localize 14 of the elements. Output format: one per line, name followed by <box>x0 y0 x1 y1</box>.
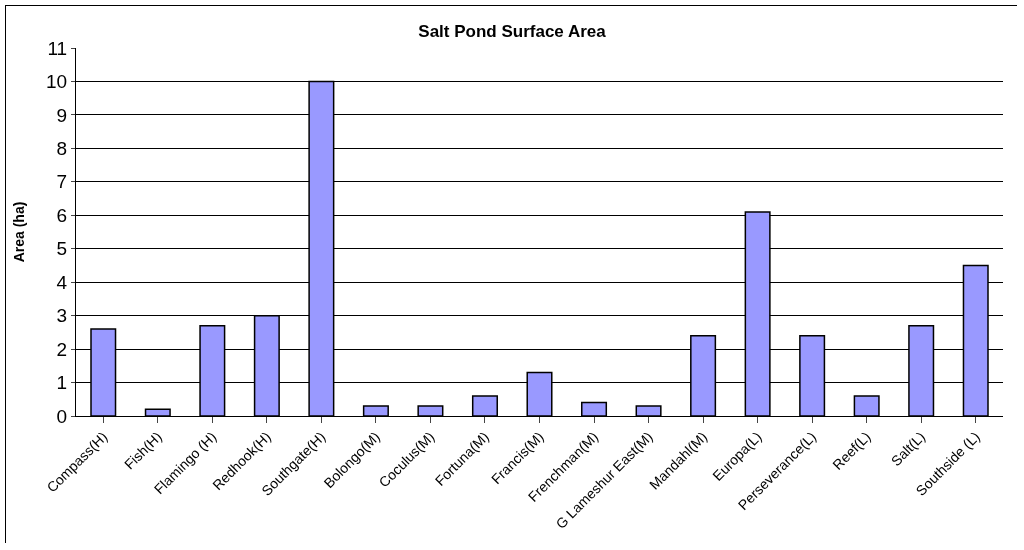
y-tick-label: 0 <box>56 405 68 427</box>
y-axis-title: Area (ha) <box>10 201 27 263</box>
y-tick-label: 4 <box>56 271 68 293</box>
y-tick-label: 1 <box>56 372 68 394</box>
y-tick-label: 9 <box>56 104 68 126</box>
y-tick-label: 11 <box>47 37 68 59</box>
y-tick-label: 3 <box>56 305 68 327</box>
y-tick-label: 6 <box>56 204 68 226</box>
y-tick-label: 8 <box>56 138 68 160</box>
y-tick-label: 10 <box>46 71 68 93</box>
y-tick-label: 7 <box>56 171 68 193</box>
y-tick-label: 5 <box>56 238 68 260</box>
y-tick-label: 2 <box>56 338 68 360</box>
chart-title: Salt Pond Surface Area <box>418 21 607 41</box>
